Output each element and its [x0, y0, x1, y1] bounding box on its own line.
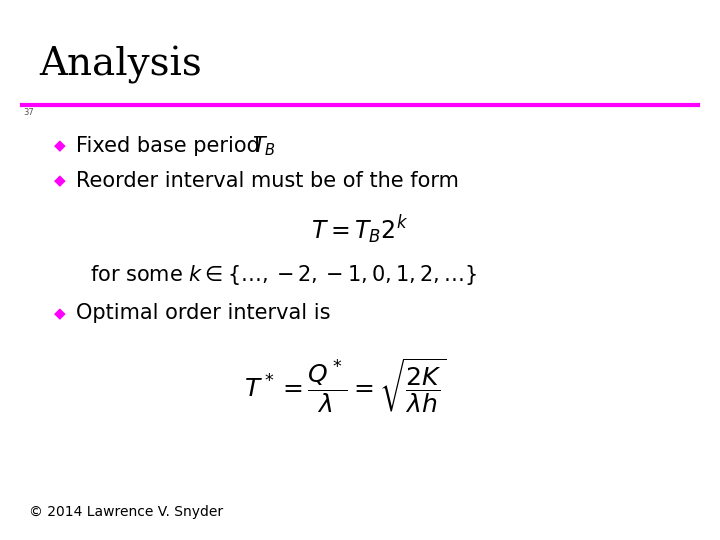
Text: Fixed base period: Fixed base period — [76, 136, 266, 156]
Text: $T^* = \dfrac{Q^*}{\lambda} = \sqrt{\dfrac{2K}{\lambda h}}$: $T^* = \dfrac{Q^*}{\lambda} = \sqrt{\dfr… — [244, 357, 447, 415]
Text: ◆: ◆ — [54, 138, 66, 153]
Text: Analysis: Analysis — [40, 46, 202, 84]
Text: $T_B$: $T_B$ — [252, 134, 276, 158]
Text: Reorder interval must be of the form: Reorder interval must be of the form — [76, 171, 459, 191]
Text: 37: 37 — [24, 108, 35, 117]
Text: © 2014 Lawrence V. Snyder: © 2014 Lawrence V. Snyder — [29, 505, 223, 519]
Text: for some $k \in \{\ldots, -2, -1, 0, 1, 2, \ldots\}$: for some $k \in \{\ldots, -2, -1, 0, 1, … — [90, 264, 477, 287]
Text: ◆: ◆ — [54, 173, 66, 188]
Text: ◆: ◆ — [54, 306, 66, 321]
Text: Optimal order interval is: Optimal order interval is — [76, 303, 330, 323]
Text: $T = T_B 2^k$: $T = T_B 2^k$ — [311, 213, 409, 246]
